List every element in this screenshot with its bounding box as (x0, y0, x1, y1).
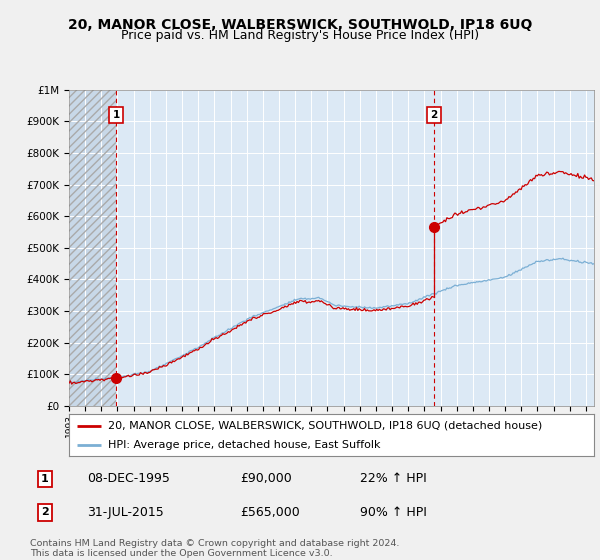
Text: £565,000: £565,000 (240, 506, 300, 519)
Text: Price paid vs. HM Land Registry's House Price Index (HPI): Price paid vs. HM Land Registry's House … (121, 29, 479, 42)
Text: Contains HM Land Registry data © Crown copyright and database right 2024.
This d: Contains HM Land Registry data © Crown c… (30, 539, 400, 558)
Bar (69, 90, 116, 406)
Text: 1: 1 (41, 474, 49, 484)
Text: 20, MANOR CLOSE, WALBERSWICK, SOUTHWOLD, IP18 6UQ: 20, MANOR CLOSE, WALBERSWICK, SOUTHWOLD,… (68, 18, 532, 32)
Text: 08-DEC-1995: 08-DEC-1995 (87, 472, 170, 486)
Text: 20, MANOR CLOSE, WALBERSWICK, SOUTHWOLD, IP18 6UQ (detached house): 20, MANOR CLOSE, WALBERSWICK, SOUTHWOLD,… (109, 421, 542, 431)
Text: 2: 2 (430, 110, 437, 120)
Text: 22% ↑ HPI: 22% ↑ HPI (360, 472, 427, 486)
Text: 31-JUL-2015: 31-JUL-2015 (87, 506, 164, 519)
Text: £90,000: £90,000 (240, 472, 292, 486)
Bar (69, 90, 116, 406)
Text: HPI: Average price, detached house, East Suffolk: HPI: Average price, detached house, East… (109, 440, 381, 450)
Text: 90% ↑ HPI: 90% ↑ HPI (360, 506, 427, 519)
Text: 1: 1 (113, 110, 120, 120)
Text: 2: 2 (41, 507, 49, 517)
